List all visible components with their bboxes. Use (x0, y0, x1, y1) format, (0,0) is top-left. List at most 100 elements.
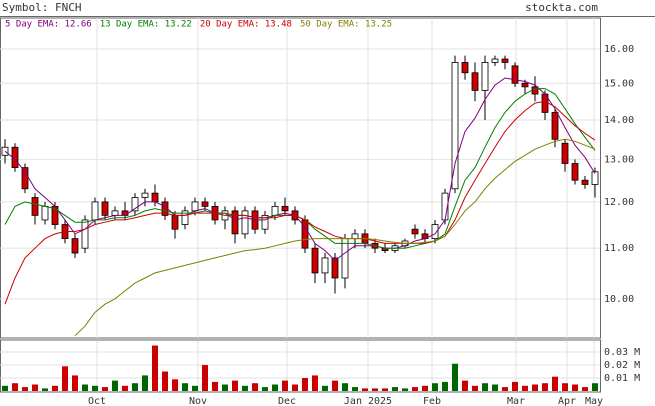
volume-bar (32, 384, 38, 391)
candle-body (471, 72, 479, 91)
volume-bar (522, 385, 528, 391)
volume-bar (402, 388, 408, 391)
volume-tick-label: 0.01 M (604, 373, 640, 384)
candle-body (171, 214, 179, 230)
x-tick-label: Jan 2025 (344, 396, 392, 406)
volume-bar (262, 387, 268, 391)
volume-bar (282, 380, 288, 391)
candle-body (461, 62, 469, 74)
volume-bar (592, 383, 598, 391)
volume-bar (442, 381, 448, 391)
candle-body (201, 201, 209, 207)
candle-body (151, 192, 159, 203)
volume-bar (132, 383, 138, 391)
candle-body (351, 233, 359, 239)
volume-bar (52, 385, 58, 391)
candle-body (101, 201, 109, 216)
y-tick-label: 10.00 (604, 294, 634, 305)
volume-bar (352, 387, 358, 391)
legend-entry: 50 Day EMA: 13.25 (300, 20, 392, 30)
volume-bar (482, 383, 488, 391)
y-tick-label: 15.00 (604, 78, 634, 89)
volume-bar (462, 380, 468, 391)
volume-bar (412, 387, 418, 391)
y-tick-label: 12.00 (604, 197, 634, 208)
volume-bar (172, 379, 178, 391)
candle-body (551, 112, 559, 140)
volume-bar (2, 385, 8, 391)
ema-line (4, 77, 596, 262)
volume-bar (12, 383, 18, 391)
candle-body (581, 179, 589, 185)
volume-bar (182, 383, 188, 391)
volume-bar (102, 387, 108, 391)
volume-bar (532, 384, 538, 391)
candle-body (311, 247, 319, 274)
volume-bar (502, 387, 508, 391)
volume-bar (332, 380, 338, 391)
volume-bar (562, 383, 568, 391)
volume-bar (22, 387, 28, 391)
volume-bar (342, 383, 348, 391)
volume-bar (472, 385, 478, 391)
volume-bar (272, 384, 278, 391)
candle-body (71, 238, 79, 254)
volume-bar (432, 383, 438, 391)
candle-body (521, 82, 529, 88)
volume-bar (322, 385, 328, 391)
volume-tick-label: 0.02 M (604, 360, 640, 371)
volume-bar (572, 384, 578, 391)
candle-body (271, 205, 279, 216)
volume-bar (112, 380, 118, 391)
volume-bar (212, 381, 218, 391)
legend-entry: 13 Day EMA: 13.22 (100, 20, 192, 30)
volume-bar (242, 385, 248, 391)
candle-body (431, 224, 439, 239)
y-tick-label: 13.00 (604, 154, 634, 165)
volume-bar (452, 363, 458, 391)
candle-body (451, 62, 459, 190)
candle-body (141, 192, 149, 198)
candle-body (321, 257, 329, 274)
x-tick-label: Nov (189, 396, 207, 406)
volume-bar (62, 366, 68, 391)
volume-bar (252, 383, 258, 391)
volume-bar (162, 371, 168, 391)
candle-body (111, 210, 119, 216)
candle-body (511, 65, 519, 84)
candle-body (181, 210, 189, 225)
candle-body (331, 257, 339, 279)
volume-bar (92, 385, 98, 391)
candle-body (231, 210, 239, 235)
volume-bar (302, 378, 308, 391)
volume-bar (552, 376, 558, 391)
volume-bar (382, 388, 388, 391)
volume-bar (492, 384, 498, 391)
volume-bar (362, 388, 368, 391)
volume-bar (372, 388, 378, 391)
volume-bar (422, 385, 428, 391)
candle-body (31, 197, 39, 216)
volume-bar (192, 385, 198, 391)
candle-body (481, 62, 489, 91)
candle-body (241, 210, 249, 235)
volume-bar (542, 383, 548, 391)
volume-bar (152, 345, 158, 391)
candle-body (411, 228, 419, 235)
volume-bar (72, 375, 78, 391)
candle-body (81, 219, 89, 249)
legend-entry: 20 Day EMA: 13.48 (200, 20, 292, 30)
volume-bar (122, 385, 128, 391)
candle-body (121, 210, 129, 216)
volume-bar (312, 375, 318, 391)
x-tick-label: Oct (88, 396, 106, 406)
candle-body (191, 201, 199, 212)
x-tick-label: Feb (423, 396, 441, 406)
volume-bar (232, 380, 238, 391)
volume-bar (202, 365, 208, 391)
symbol-label: Symbol: FNCH (2, 1, 81, 14)
x-tick-label: Mar (507, 396, 525, 406)
candle-body (491, 58, 499, 63)
ema-line (4, 100, 596, 305)
